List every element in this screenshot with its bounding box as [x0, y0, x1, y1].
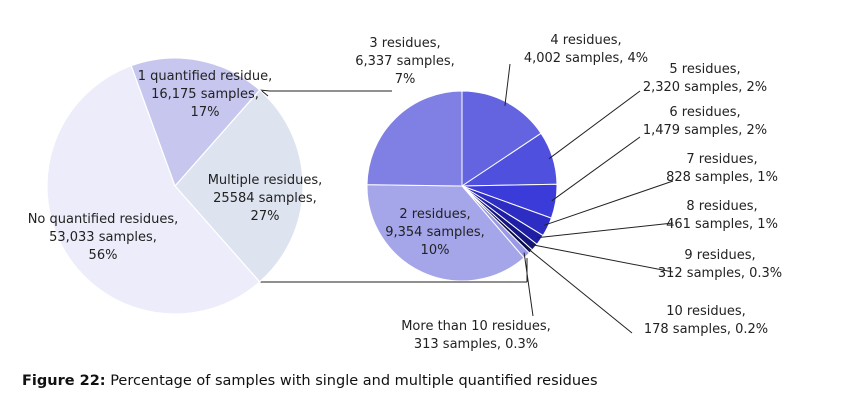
main-pie-slice — [174, 89, 304, 283]
breakdown-slice-label: 1,479 samples, 2% — [643, 123, 767, 138]
main-slice-label: 53,033 samples, — [49, 230, 157, 245]
breakdown-slice-label: 10 residues, — [666, 304, 746, 319]
breakdown-slice-label: 5 residues, — [669, 62, 740, 77]
main-slice-label: 56% — [89, 248, 118, 263]
connector-line-top — [259, 89, 392, 92]
breakdown-slice-label: 828 samples, 1% — [666, 170, 778, 185]
slice-labels: No quantified residues, 53,033 samples, 56… — [28, 33, 782, 352]
breakdown-slice-label: 9 residues, — [684, 248, 755, 263]
main-slice-label: Multiple residues, — [208, 173, 323, 188]
breakdown-slice-label: 6,337 samples, — [355, 54, 455, 69]
breakdown-slice-label: 312 samples, 0.3% — [658, 266, 782, 281]
breakdown-slice-label: 461 samples, 1% — [666, 217, 778, 232]
pie-of-pie-chart: No quantified residues, 53,033 samples, 56… — [28, 33, 782, 352]
breakdown-slice-label: 10% — [421, 243, 450, 258]
breakdown-slice-label: 3 residues, — [369, 36, 440, 51]
main-slice-label: 17% — [191, 105, 220, 120]
breakdown-pie-slice — [366, 90, 463, 187]
figure-caption-text: Percentage of samples with single and mu… — [110, 373, 598, 389]
breakdown-label-leader — [531, 244, 674, 273]
breakdown-slice-label: 7 residues, — [686, 152, 757, 167]
main-pie-slice — [130, 57, 261, 188]
breakdown-slice-label: 2,320 samples, 2% — [643, 80, 767, 95]
breakdown-slice-label: 4 residues, — [550, 33, 621, 48]
breakdown-label-leader — [527, 248, 633, 334]
main-slice-label: 16,175 samples, — [151, 87, 259, 102]
breakdown-slice-label: 313 samples, 0.3% — [414, 337, 538, 352]
breakdown-pie — [366, 90, 558, 282]
breakdown-pie-slice — [366, 184, 525, 282]
figure-caption-label: Figure 22: — [22, 373, 106, 389]
breakdown-slice-label: 8 residues, — [686, 199, 757, 214]
breakdown-pie-slice — [461, 90, 542, 187]
figure-caption: Figure 22: Percentage of samples with si… — [22, 373, 598, 389]
breakdown-label-leader — [551, 136, 641, 202]
breakdown-slice-label: 4,002 samples, 4% — [524, 51, 648, 66]
breakdown-slice-label: More than 10 residues, — [401, 319, 551, 334]
main-label-leader — [261, 90, 269, 97]
breakdown-label-leader — [504, 63, 511, 106]
breakdown-slice-label: 6 residues, — [669, 105, 740, 120]
breakdown-label-leader — [523, 252, 534, 317]
main-slice-label: 1 quantified residue, — [138, 69, 272, 84]
breakdown-label-leader — [548, 90, 641, 160]
main-slice-label: 25584 samples, — [213, 191, 317, 206]
breakdown-label-leader — [543, 180, 674, 226]
breakdown-label-leader — [536, 222, 674, 239]
breakdown-slice-label: 7% — [395, 72, 416, 87]
main-slice-label: 27% — [251, 209, 280, 224]
main-slice-label: No quantified residues, — [28, 212, 179, 227]
breakdown-slice-label: 2 residues, — [399, 207, 470, 222]
main-pie — [46, 57, 304, 315]
main-pie-slice — [46, 64, 261, 315]
breakdown-slice-label: 9,354 samples, — [385, 225, 485, 240]
breakdown-slice-label: 178 samples, 0.2% — [644, 322, 768, 337]
leader-lines — [261, 63, 674, 334]
